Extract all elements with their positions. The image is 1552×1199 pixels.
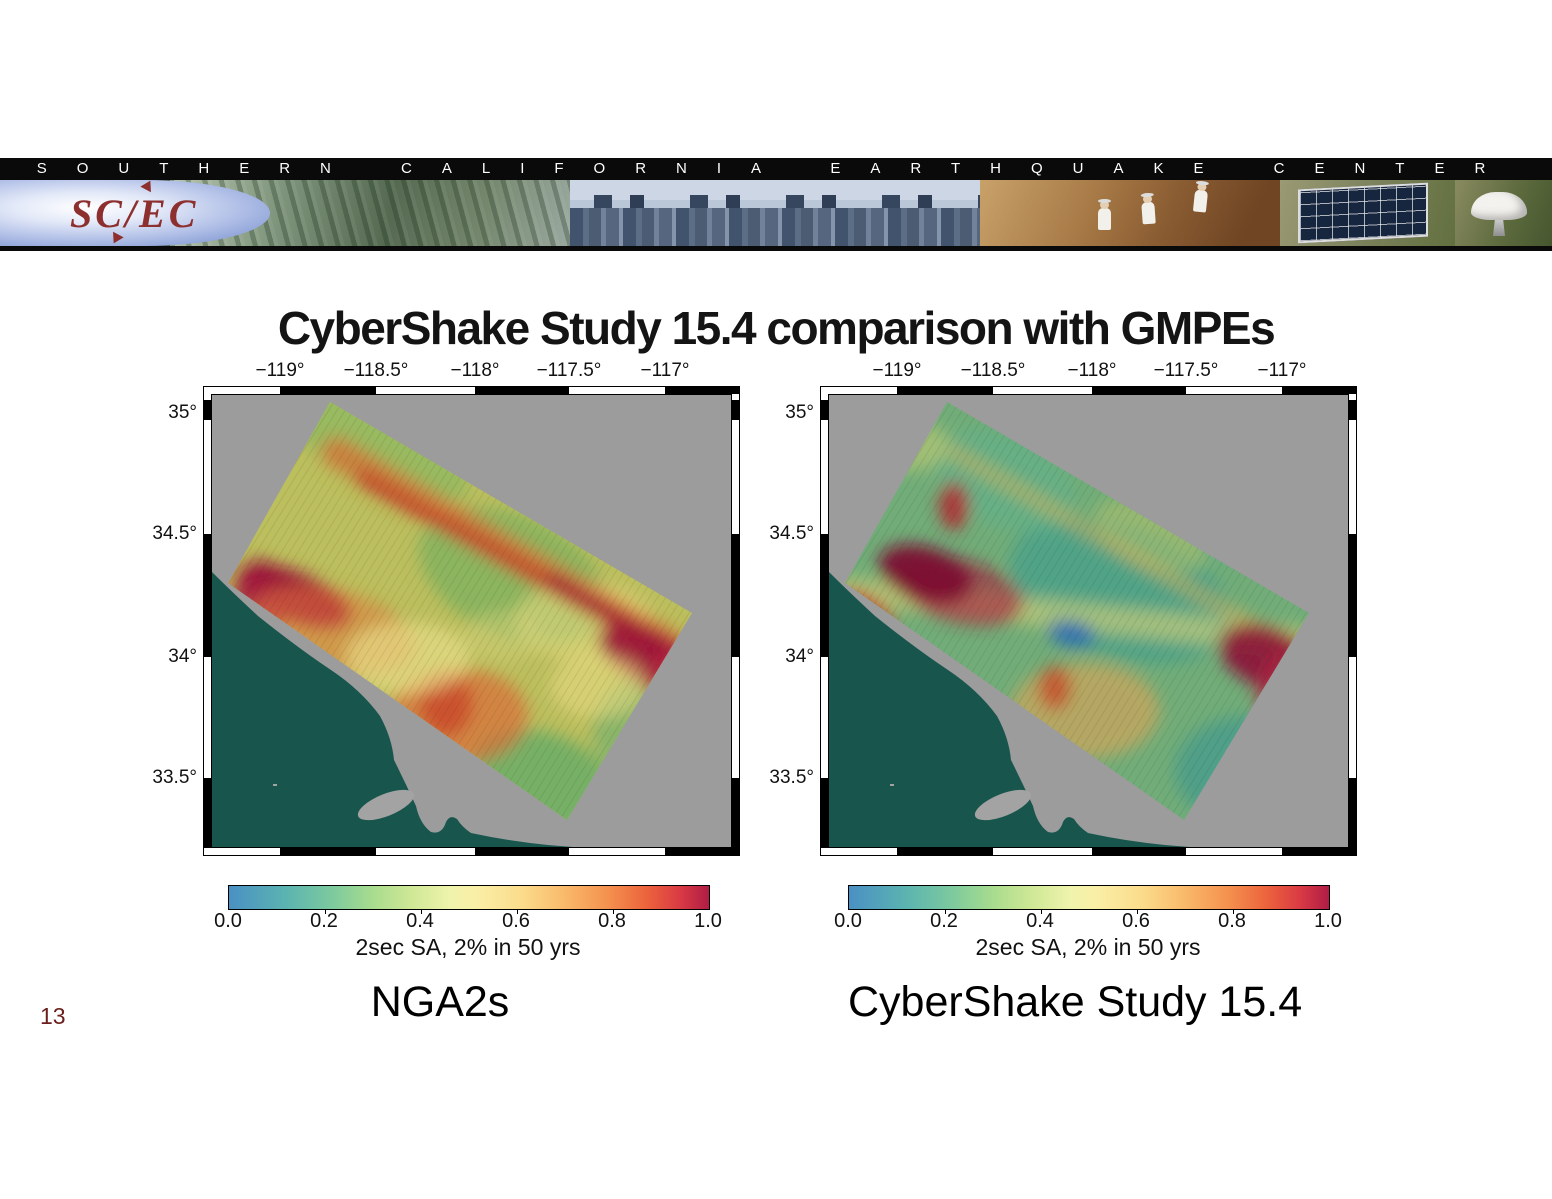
person-figure (1098, 199, 1111, 230)
colorbar-tick-label: 0.0 (834, 910, 862, 932)
colorbar-tick-label: 0.6 (1122, 910, 1150, 932)
colorbar-tick-label: 0.2 (310, 910, 338, 932)
gps-dome-stand (1493, 220, 1505, 236)
lat-tick-label: 35° (168, 402, 197, 423)
map-caption-nga: NGA2s (370, 978, 510, 1026)
colorbar-tickmark (613, 910, 614, 914)
lat-tick-label: 35° (785, 402, 814, 423)
colorbar-tickmark (517, 910, 518, 914)
colorbar-tick-label: 0.2 (930, 910, 958, 932)
scec-logo-text: SC/EC (70, 191, 199, 236)
colorbar-tick-label: 0.8 (1218, 910, 1246, 932)
lon-tick-label: −118° (450, 360, 500, 381)
banner-photo-strip: SC/EC (0, 180, 1552, 246)
lat-tick-label: 34.5° (152, 523, 197, 544)
colorbar-tick-label: 0.8 (598, 910, 626, 932)
hazard-map-nga: −119° −118.5° −118° −117.5° −117° 35° 34… (152, 358, 740, 1058)
lon-tick-label: −118° (1067, 360, 1117, 381)
lat-tick-label: 33.5° (769, 767, 814, 788)
lat-tick-label: 33.5° (152, 767, 197, 788)
lon-tick-label: −117° (640, 360, 690, 381)
hazard-map-canvas-cybershake (820, 386, 1357, 856)
colorbar-tick-label: 1.0 (1314, 910, 1342, 932)
map-frame (203, 386, 740, 856)
colorbar-tick-label: 0.6 (502, 910, 530, 932)
colorbar-tickmark (1233, 910, 1234, 914)
colorbar (848, 885, 1330, 914)
skyline-buildings-front (570, 207, 980, 246)
person-figure (1141, 201, 1156, 225)
page-number: 13 (40, 1003, 66, 1029)
map-frame (820, 386, 1357, 856)
colorbar-label: 2sec SA, 2% in 50 yrs (355, 934, 581, 960)
lon-tick-label: −117° (1257, 360, 1307, 381)
colorbar-tick-label: 0.4 (1026, 910, 1054, 932)
colorbar-tickmark (421, 910, 422, 914)
lon-tick-label: −119° (872, 360, 922, 381)
map-caption-cybershake: CyberShake Study 15.4 (848, 978, 1303, 1026)
colorbar-tick-label: 0.0 (214, 910, 242, 932)
colorbar-label: 2sec SA, 2% in 50 yrs (975, 934, 1201, 960)
banner-photo-solar-panel (1280, 180, 1455, 246)
lat-tick-label: 34.5° (769, 523, 814, 544)
banner-divider (0, 246, 1552, 251)
lon-tick-label: −118.5° (960, 360, 1026, 381)
gps-dome (1471, 192, 1527, 220)
banner-photo-fieldwork (980, 180, 1280, 246)
lon-tick-label: −117.5° (536, 360, 602, 381)
lat-tick-label: 34° (168, 646, 197, 667)
colorbar-ticks: 0.0 0.2 0.4 0.6 0.8 1.0 (834, 910, 1342, 932)
colorbar-tickmark (325, 910, 326, 914)
hazard-map-canvas-nga (203, 386, 740, 856)
colorbar-ticks: 0.0 0.2 0.4 0.6 0.8 1.0 (214, 910, 722, 932)
lat-tick-label: 34° (785, 646, 814, 667)
banner-photo-antenna (1455, 180, 1552, 246)
colorbar-tickmark (1137, 910, 1138, 914)
colorbar-tick-label: 1.0 (694, 910, 722, 932)
scec-logo: SC/EC (0, 180, 270, 246)
banner-photo-skyline (570, 180, 980, 246)
lon-tick-label: −119° (255, 360, 305, 381)
colorbar-tickmark (1041, 910, 1042, 914)
lon-tick-label: −117.5° (1153, 360, 1219, 381)
colorbar-tick-label: 0.4 (406, 910, 434, 932)
banner-title-bar: SOUTHERN CALIFORNIA EARTHQUAKE CENTER (0, 158, 1552, 180)
colorbar (228, 885, 710, 914)
hazard-map-cybershake: −119° −118.5° −118° −117.5° −117° 35° 34… (769, 358, 1357, 1058)
lon-tick-label: −118.5° (343, 360, 409, 381)
solar-panel (1298, 182, 1428, 244)
person-figure (1192, 189, 1209, 213)
colorbar-tickmark (945, 910, 946, 914)
page-title: CyberShake Study 15.4 comparison with GM… (277, 301, 1276, 354)
